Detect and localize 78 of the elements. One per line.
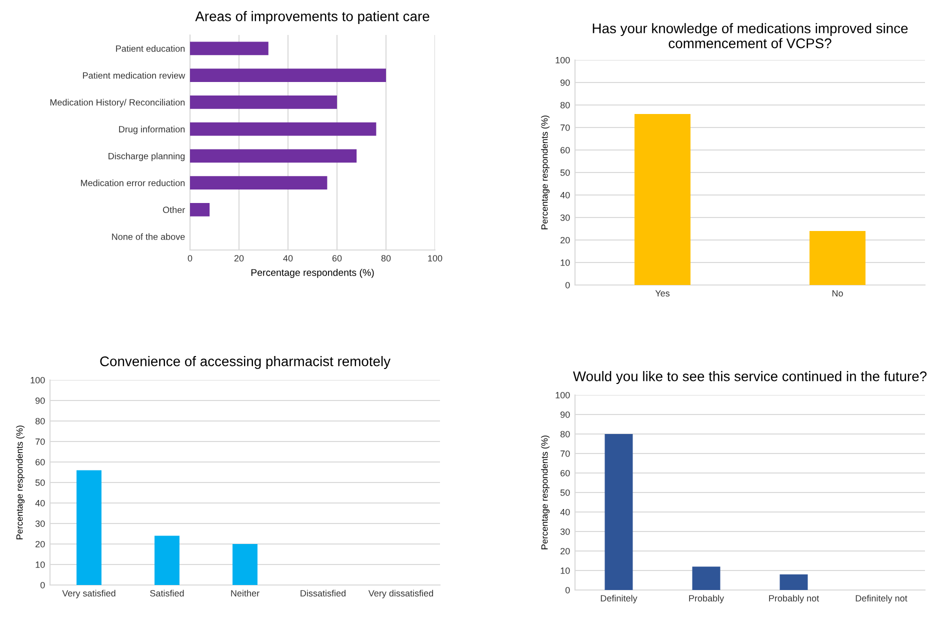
- bar: [232, 544, 258, 585]
- chart-title: Would you like to see this service continued in the future?: [573, 371, 927, 384]
- y-tick-label: 20: [560, 236, 570, 244]
- y-tick-label: Discharge planning: [108, 152, 185, 162]
- x-tick-label: Yes: [655, 290, 670, 296]
- y-tick-label: 100: [30, 376, 45, 384]
- x-tick-label: 0: [188, 255, 192, 262]
- bar: [154, 536, 180, 585]
- y-tick-label: Patient education: [116, 45, 185, 52]
- x-tick-label: Satisfied: [150, 590, 184, 596]
- x-tick-label: 80: [381, 255, 391, 262]
- y-tick-label: 20: [560, 548, 570, 554]
- bar: [692, 566, 720, 590]
- chart-title: Has your knowledge of medications improved since commencement of VCPS?: [592, 23, 908, 48]
- x-tick-label: Probably: [689, 594, 724, 604]
- y-tick-label: 100: [556, 56, 570, 64]
- y-tick-label: 80: [560, 430, 570, 438]
- y-tick-label: 90: [36, 397, 45, 404]
- y-tick-label: 30: [560, 528, 570, 535]
- x-tick-label: 100: [428, 255, 442, 262]
- y-tick-label: 0: [565, 282, 570, 288]
- y-tick-label: 50: [560, 489, 570, 496]
- y-tick-label: 80: [35, 418, 45, 424]
- bar: [190, 176, 328, 190]
- bar: [190, 95, 337, 109]
- y-tick-label: 30: [560, 214, 570, 221]
- y-tick-label: 80: [560, 102, 570, 108]
- bar: [190, 122, 376, 136]
- bar: [604, 434, 633, 590]
- x-tick-label: Very dissatisfied: [368, 590, 434, 598]
- y-axis-title: Percentage respondents (%): [541, 116, 550, 230]
- y-tick-label: 0: [40, 582, 45, 588]
- y-tick-label: Medication History/ Reconciliation: [50, 98, 185, 108]
- y-tick-label: Medication error reduction: [81, 180, 185, 186]
- x-tick-label: 40: [283, 255, 293, 262]
- y-tick-label: 60: [36, 458, 45, 466]
- bar: [780, 574, 808, 590]
- chart-title: Convenience of accessing pharmacist remotely: [100, 356, 390, 369]
- y-tick-label: 70: [36, 438, 45, 445]
- x-tick-label: Neither: [231, 590, 260, 596]
- x-tick-label: Very satisfied: [62, 590, 116, 598]
- bar: [76, 470, 102, 585]
- y-tick-label: 10: [560, 567, 570, 574]
- y-tick-label: Patient medication review: [83, 72, 186, 79]
- chart-title: Areas of improvements to patient care: [195, 11, 430, 24]
- y-tick-label: 10: [560, 259, 570, 266]
- bar: [190, 149, 357, 163]
- x-tick-label: Dissatisfied: [300, 590, 346, 596]
- y-tick-label: Other: [162, 206, 185, 214]
- y-tick-label: 40: [560, 508, 570, 516]
- y-tick-label: 10: [36, 561, 45, 568]
- y-tick-label: 90: [560, 411, 570, 418]
- y-tick-label: 70: [560, 450, 570, 457]
- y-tick-label: 40: [35, 500, 45, 506]
- y-axis-title: Percentage respondents (%): [541, 436, 550, 550]
- y-tick-label: 70: [560, 124, 570, 131]
- y-axis-title: Percentage respondents (%): [16, 426, 25, 540]
- y-tick-label: 40: [560, 192, 570, 198]
- bar: [190, 42, 268, 56]
- y-tick-label: 20: [36, 540, 45, 548]
- x-tick-label: 60: [332, 255, 342, 262]
- x-tick-label: 20: [234, 255, 244, 262]
- x-tick-label: Probably not: [769, 594, 820, 604]
- y-tick-label: 100: [556, 392, 570, 398]
- x-tick-label: No: [832, 290, 843, 296]
- y-tick-label: 60: [560, 146, 570, 154]
- y-tick-label: 50: [35, 479, 45, 486]
- y-tick-label: 30: [35, 520, 45, 527]
- y-tick-label: 60: [560, 470, 570, 476]
- x-axis-title: Percentage respondents (%): [251, 268, 374, 278]
- bar: [190, 202, 210, 216]
- y-tick-label: 90: [560, 79, 570, 86]
- y-tick-label: Drug information: [119, 126, 185, 134]
- x-tick-label: Definitely not: [856, 594, 908, 604]
- y-tick-label: None of the above: [112, 233, 185, 240]
- x-tick-label: Definitely: [600, 594, 638, 604]
- bar: [190, 68, 386, 82]
- y-tick-label: 50: [560, 169, 570, 176]
